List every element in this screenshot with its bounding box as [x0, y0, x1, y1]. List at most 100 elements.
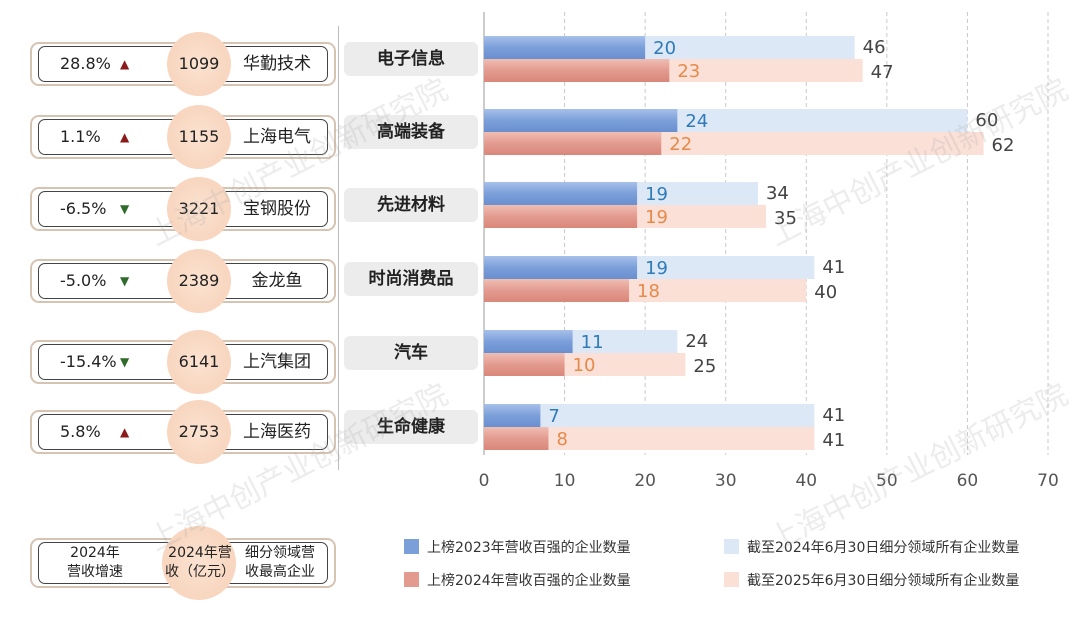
revenue-circle: [167, 177, 231, 241]
x-tick-label: 60: [957, 471, 979, 491]
category-label: 汽车: [344, 336, 478, 370]
bar-2023-top100: [484, 36, 646, 59]
triangle-down-icon: ▼: [120, 355, 130, 369]
revenue-value: 6141: [178, 352, 220, 371]
category-label: 时尚消费品: [344, 262, 478, 296]
company-card: 1.1% ▲ 1155 上海电气: [30, 105, 336, 169]
legend-swatch: [724, 539, 739, 554]
category-label: 高端装备: [344, 115, 478, 149]
bar-2024-top100: [484, 205, 638, 228]
data-label-2024-top100: 23: [677, 61, 700, 82]
x-tick-label: 50: [876, 471, 898, 491]
legend-swatch: [404, 572, 419, 587]
data-label-2023-top100: 7: [548, 406, 559, 427]
bar-2023-top100: [484, 256, 638, 279]
x-tick-label: 20: [634, 471, 656, 491]
data-label-2024-all: 34: [766, 183, 789, 204]
bar-2023-top100: [484, 330, 573, 353]
legend-circle: [162, 526, 236, 600]
legend-company-text: 细分领域营 收最高企业: [245, 545, 315, 580]
legend-swatch: [404, 539, 419, 554]
company-name: 上海医药: [243, 422, 311, 442]
company-name: 上汽集团: [243, 352, 311, 372]
data-label-2024-top100: 8: [556, 429, 567, 450]
legend-item-2024-top100: 上榜2024年营收百强的企业数量: [404, 570, 631, 590]
growth-rate: 5.8%: [60, 422, 101, 441]
growth-rate: -5.0%: [60, 271, 107, 290]
data-label-2024-top100: 10: [573, 355, 596, 376]
category-label: 电子信息: [344, 42, 478, 76]
bar-2025-all: [484, 427, 815, 450]
x-tick-label: 10: [554, 471, 576, 491]
growth-rate: 1.1%: [60, 127, 101, 146]
triangle-down-icon: ▼: [120, 274, 130, 288]
bar-2024-top100: [484, 59, 670, 82]
company-name: 华勤技术: [243, 54, 311, 74]
company-name: 金龙鱼: [251, 271, 303, 291]
bar-2024-top100: [484, 427, 549, 450]
revenue-circle: [167, 32, 231, 96]
growth-rate: -6.5%: [60, 199, 107, 218]
bar-2023-top100: [484, 109, 678, 132]
revenue-value: 3221: [178, 199, 220, 218]
separator-line: [338, 26, 339, 470]
triangle-up-icon: ▲: [120, 425, 130, 439]
revenue-value: 2753: [178, 422, 220, 441]
bar-2024-top100: [484, 279, 630, 302]
data-label-2025-all: 35: [774, 208, 797, 229]
revenue-value: 1155: [178, 127, 220, 146]
data-label-2024-top100: 19: [645, 207, 668, 228]
data-label-2023-top100: 20: [653, 38, 676, 59]
category-label: 生命健康: [344, 410, 478, 444]
bar-2023-top100: [484, 182, 638, 205]
company-card: -15.4% ▼ 6141 上汽集团: [30, 330, 336, 394]
legend-item-2025-all: 截至2025年6月30日细分领域所有企业数量: [724, 570, 1019, 590]
bar-2023-top100: [484, 404, 541, 427]
data-label-2024-top100: 22: [669, 134, 692, 155]
company-card: -6.5% ▼ 3221 宝钢股份: [30, 177, 336, 241]
bar-2024-top100: [484, 132, 662, 155]
legend-item-2023-top100: 上榜2023年营收百强的企业数量: [404, 537, 631, 557]
data-label-2024-all: 41: [822, 405, 845, 426]
data-label-2024-all: 46: [863, 37, 886, 58]
legend-label: 上榜2023年营收百强的企业数量: [427, 540, 631, 556]
data-label-2025-all: 47: [871, 62, 894, 83]
company-card: 5.8% ▲ 2753 上海医药: [30, 400, 336, 464]
revenue-circle: [167, 105, 231, 169]
data-label-2024-top100: 18: [637, 281, 660, 302]
bar-2024-all: [484, 404, 815, 427]
data-label-2023-top100: 19: [645, 184, 668, 205]
card-legend: 2024年 营收增速 2024年营 收（亿元） 细分领域营 收最高企业: [30, 526, 336, 600]
data-label-2024-all: 60: [975, 110, 998, 131]
company-card: -5.0% ▼ 2389 金龙鱼: [30, 249, 336, 313]
x-tick-label: 40: [795, 471, 817, 491]
x-tick-label: 30: [715, 471, 737, 491]
revenue-circle: [167, 400, 231, 464]
data-label-2023-top100: 24: [685, 111, 708, 132]
revenue-value: 2389: [178, 271, 220, 290]
data-label-2023-top100: 19: [645, 258, 668, 279]
data-label-2023-top100: 11: [581, 332, 604, 353]
revenue-circle: [167, 249, 231, 313]
legend-label: 截至2025年6月30日细分领域所有企业数量: [747, 573, 1020, 589]
legend-growth-text: 2024年 营收增速: [67, 545, 123, 580]
triangle-down-icon: ▼: [120, 202, 130, 216]
triangle-up-icon: ▲: [120, 130, 130, 144]
company-name: 上海电气: [243, 127, 311, 147]
triangle-up-icon: ▲: [120, 57, 130, 71]
data-label-2024-all: 24: [685, 331, 708, 352]
revenue-circle: [167, 330, 231, 394]
growth-rate: -15.4%: [60, 352, 117, 371]
data-label-2025-all: 40: [814, 282, 837, 303]
legend-label: 上榜2024年营收百强的企业数量: [427, 573, 631, 589]
data-label-2025-all: 41: [822, 430, 845, 451]
company-name: 宝钢股份: [243, 199, 311, 219]
x-tick-label: 0: [479, 471, 490, 491]
category-label: 先进材料: [344, 188, 478, 222]
company-card: 28.8% ▲ 1099 华勤技术: [30, 32, 336, 96]
bar-2024-top100: [484, 353, 565, 376]
growth-rate: 28.8%: [60, 54, 111, 73]
legend-swatch: [724, 572, 739, 587]
legend-label: 截至2024年6月30日细分领域所有企业数量: [747, 540, 1020, 556]
